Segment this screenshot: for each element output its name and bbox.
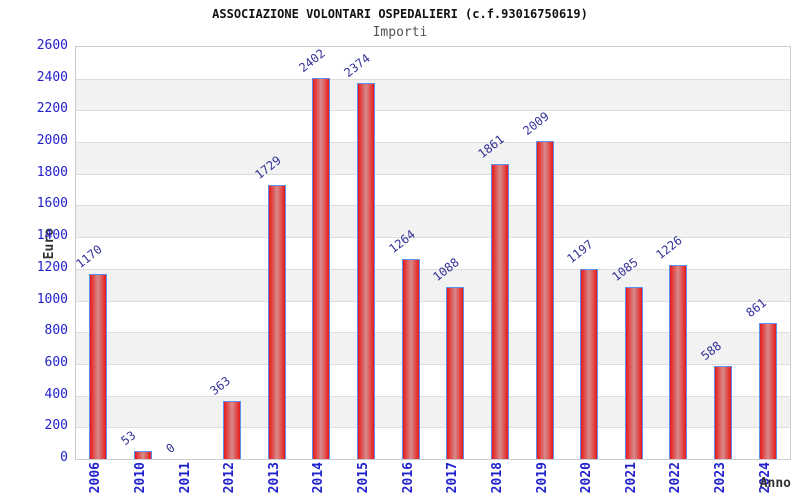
gridline (76, 268, 790, 270)
plot-band (76, 47, 790, 79)
chart-title: ASSOCIAZIONE VOLONTARI OSPEDALIERI (c.f.… (212, 7, 588, 21)
x-tick-2017: 2017 (445, 462, 461, 494)
bar-2022 (669, 264, 688, 459)
bar-2021 (624, 287, 643, 459)
plot-band (76, 173, 790, 206)
bar-2024 (758, 322, 777, 459)
plot-band (76, 205, 790, 238)
plot-band (76, 237, 790, 269)
x-tick-2020: 2020 (579, 462, 595, 494)
x-tick-2013: 2013 (266, 462, 282, 494)
y-tick: 2600 (36, 38, 68, 53)
bar-2016 (401, 258, 420, 459)
x-tick-2010: 2010 (132, 462, 148, 494)
y-tick: 2200 (36, 101, 68, 117)
y-tick: 1600 (36, 196, 68, 212)
gridline (76, 395, 790, 397)
gridline (76, 78, 790, 80)
gridline (76, 237, 790, 239)
x-tick-2015: 2015 (356, 462, 372, 494)
x-axis-ticks: 2006 2010 2011 2012 2013 2014 2015 2016 2017 2018… (75, 461, 789, 500)
plot-band (76, 110, 790, 143)
gridline (76, 427, 790, 429)
y-tick: 2400 (36, 69, 68, 85)
y-tick: 400 (44, 386, 68, 402)
gridline (76, 110, 790, 112)
chart-subtitle: Importi (372, 25, 428, 40)
bar-2019 (535, 140, 554, 459)
bar-2010 (133, 450, 152, 459)
x-tick-2011: 2011 (177, 462, 193, 494)
y-tick: 2000 (36, 133, 68, 149)
bar-2023 (714, 365, 733, 459)
y-tick: 1800 (36, 164, 68, 180)
bar-2012 (223, 401, 242, 459)
bar-2013 (267, 185, 286, 459)
x-tick-2018: 2018 (489, 462, 505, 494)
y-tick: 1200 (36, 259, 68, 275)
x-tick-2022: 2022 (668, 462, 684, 494)
plot-band (76, 78, 790, 111)
y-tick: 600 (44, 354, 68, 370)
gridline (76, 363, 790, 365)
bar-2014 (312, 78, 331, 459)
x-tick-2012: 2012 (222, 462, 238, 494)
gridline (76, 205, 790, 207)
y-tick: 200 (44, 418, 68, 434)
gridline (76, 173, 790, 175)
x-tick-2006: 2006 (88, 462, 104, 494)
y-tick: 0 (60, 450, 68, 465)
x-tick-2021: 2021 (623, 462, 639, 494)
plot-area: 1170 53 0 363 1729 2402 2374 1264 1088 1861 2009 11… (74, 46, 791, 460)
y-tick: 1000 (36, 291, 68, 307)
x-axis-label: Anno (759, 476, 791, 491)
bar-2015 (357, 82, 376, 459)
bar-2018 (490, 164, 509, 459)
y-tick: 1400 (36, 228, 68, 244)
x-tick-2019: 2019 (534, 462, 550, 494)
x-tick-2023: 2023 (713, 462, 729, 494)
x-tick-2014: 2014 (311, 462, 327, 494)
gridline (76, 142, 790, 144)
gridline (76, 300, 790, 302)
bar-2017 (446, 286, 465, 459)
x-tick-2016: 2016 (400, 462, 416, 494)
bar-2006 (89, 273, 108, 459)
bar-2020 (580, 269, 599, 459)
y-tick: 800 (44, 323, 68, 339)
plot-band (76, 142, 790, 174)
gridline (76, 332, 790, 334)
